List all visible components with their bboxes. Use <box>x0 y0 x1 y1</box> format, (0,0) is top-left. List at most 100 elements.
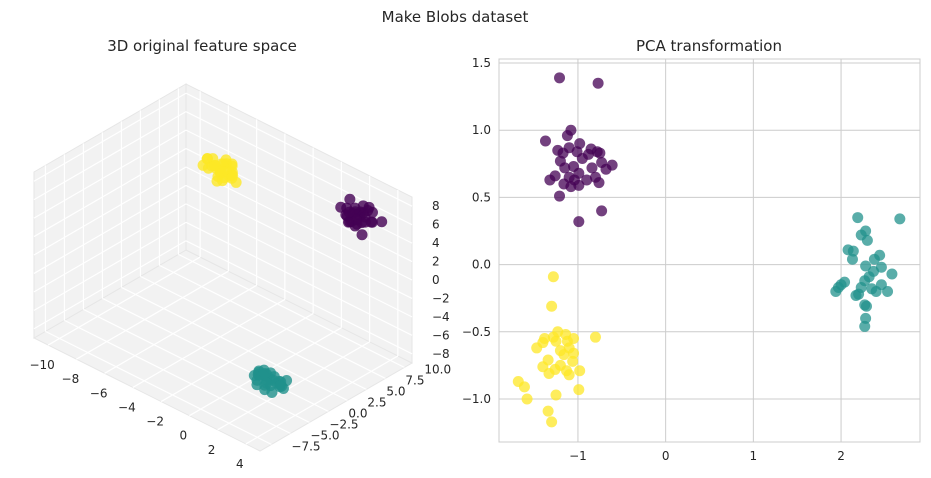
pca-point-cluster-2 <box>589 331 601 343</box>
y-tick-label: 2.5 <box>367 395 386 409</box>
chart-3d-title: 3D original feature space <box>107 37 297 55</box>
pca-point-cluster-0 <box>565 181 577 193</box>
gridline-y-floor <box>121 286 348 401</box>
pca-point-cluster-0 <box>561 130 573 142</box>
pca-point-cluster-1 <box>853 288 865 300</box>
point-3d-cluster-0 <box>376 216 388 228</box>
pca-point-cluster-2 <box>567 355 579 367</box>
point-3d-cluster-0 <box>343 206 355 218</box>
chart-pca-tick-labels: −1 0 1 2 −1.0 −0.5 0.0 0.5 1.0 1.5 <box>462 56 845 463</box>
pca-x-tick-label: 0 <box>662 449 670 463</box>
y-tick-label: 5.0 <box>386 384 405 398</box>
pca-point-cluster-1 <box>868 253 880 265</box>
pca-point-cluster-2 <box>547 271 559 283</box>
pca-point-cluster-0 <box>559 162 571 174</box>
gridline-x-floor <box>245 355 399 445</box>
z-tick-label: 2 <box>432 255 440 269</box>
chart-3d-grid <box>33 88 413 445</box>
point-3d-cluster-1 <box>261 377 273 389</box>
pca-point-cluster-2 <box>568 347 580 359</box>
pca-point-cluster-1 <box>870 285 882 297</box>
z-tick-label: −2 <box>432 291 450 305</box>
gridline-z-side <box>33 129 187 219</box>
pca-point-cluster-1 <box>859 320 871 332</box>
gridline-x-floor <box>47 256 201 346</box>
chart-pca-transformation[interactable]: −1 0 1 2 −1.0 −0.5 0.0 0.5 1.0 1.5 PCA transforma… <box>462 37 921 463</box>
pca-point-cluster-1 <box>860 225 872 237</box>
gridline-x-floor <box>104 284 257 374</box>
pca-point-cluster-0 <box>554 190 566 202</box>
gridline-z-back <box>185 240 413 355</box>
chart-3d-feature-space[interactable]: −10 −8 −6 −4 −2 0 2 4 −7.5−5.0−2.50.02.55.07.510… <box>29 37 451 471</box>
x-tick-label: −2 <box>146 415 164 429</box>
gridline-x-floor <box>160 313 314 403</box>
y-tick-label: 0.0 <box>348 406 367 420</box>
gridline-x-floor <box>132 298 286 388</box>
pca-point-cluster-1 <box>886 268 898 280</box>
pca-point-cluster-0 <box>596 205 608 217</box>
pca-y-tick-label: 0.5 <box>472 190 491 204</box>
chart-3d-points <box>197 152 388 398</box>
gridline-x-floor <box>76 270 229 360</box>
y-tick-label: 7.5 <box>405 373 424 387</box>
pca-y-tick-label: −1.0 <box>462 392 491 406</box>
point-3d-cluster-0 <box>356 229 368 241</box>
gridline-z-back <box>185 184 413 299</box>
pca-point-cluster-0 <box>586 162 598 174</box>
pca-point-cluster-0 <box>576 152 588 164</box>
pca-point-cluster-0 <box>600 163 612 175</box>
pca-point-cluster-2 <box>573 384 585 396</box>
pca-point-cluster-1 <box>852 212 864 224</box>
x-tick-label: −10 <box>29 358 54 372</box>
x-tick-label: −4 <box>118 400 136 414</box>
pca-point-cluster-2 <box>558 349 570 361</box>
point-3d-cluster-2 <box>216 175 228 187</box>
z-tick-label: 4 <box>432 236 440 250</box>
gridline-z-side <box>33 184 187 274</box>
gridline-z-back <box>185 203 413 318</box>
z-tick-label: −4 <box>432 310 450 324</box>
gridline-z-back <box>185 92 413 207</box>
pca-point-cluster-1 <box>861 234 873 246</box>
point-3d-cluster-0 <box>342 216 354 228</box>
pca-y-tick-label: 0.0 <box>472 258 491 272</box>
point-3d-cluster-0 <box>344 193 356 205</box>
gridline-y-floor <box>178 253 405 368</box>
pca-point-cluster-1 <box>847 245 859 257</box>
x-tick-label: 4 <box>236 457 244 471</box>
chart-pca-title: PCA transformation <box>636 37 782 55</box>
pca-point-cluster-0 <box>592 77 604 89</box>
gridline-z-side <box>33 148 187 238</box>
pca-point-cluster-2 <box>546 300 558 312</box>
pca-point-cluster-2 <box>550 389 562 401</box>
gridline-y-floor <box>45 330 272 445</box>
point-3d-cluster-0 <box>359 211 371 223</box>
pca-point-cluster-0 <box>594 147 606 159</box>
pca-point-cluster-2 <box>521 393 533 405</box>
gridline-y-floor <box>140 275 367 390</box>
pca-point-cluster-2 <box>542 405 554 417</box>
point-3d-cluster-1 <box>274 381 286 393</box>
pca-y-tick-label: −0.5 <box>462 325 491 339</box>
pca-point-cluster-2 <box>550 335 562 347</box>
pca-point-cluster-2 <box>518 381 530 393</box>
y-tick-label: −7.5 <box>291 439 320 453</box>
gridline-y-floor <box>102 297 329 412</box>
pca-point-cluster-2 <box>563 369 575 381</box>
y-tick-label: 10.0 <box>424 362 451 376</box>
gridline-z-side <box>33 240 187 330</box>
y-tick-label: −5.0 <box>310 428 339 442</box>
pca-point-cluster-0 <box>544 174 556 186</box>
x-tick-label: 2 <box>208 443 216 457</box>
pca-point-cluster-0 <box>581 174 593 186</box>
x-tick-label: −8 <box>62 372 80 386</box>
pca-point-cluster-2 <box>531 342 543 354</box>
pca-point-cluster-1 <box>882 285 894 297</box>
pca-x-tick-label: −1 <box>569 449 587 463</box>
gridline-z-back <box>185 221 413 336</box>
z-tick-label: 8 <box>432 199 440 213</box>
chart-pca-points <box>512 72 906 428</box>
z-tick-label: −8 <box>432 347 450 361</box>
pca-point-cluster-1 <box>860 300 872 312</box>
